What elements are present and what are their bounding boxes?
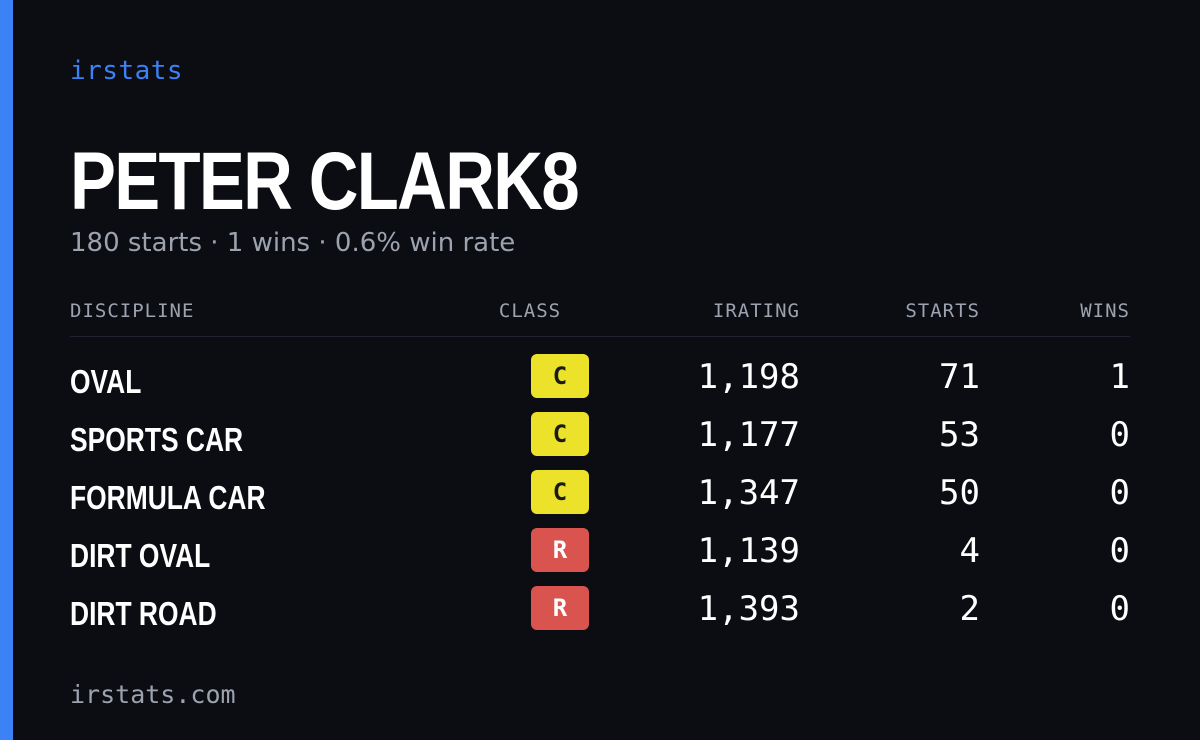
- driver-summary: 180 starts · 1 wins · 0.6% win rate: [70, 228, 516, 258]
- irating-value: 1,177: [697, 415, 800, 455]
- class-badge: R: [531, 528, 589, 572]
- header-irating: IRATING: [712, 300, 800, 322]
- irating-value: 1,198: [697, 357, 800, 397]
- accent-bar: [0, 0, 13, 740]
- discipline-label: DIRT OVAL: [70, 537, 211, 574]
- irating-value: 1,139: [697, 531, 800, 571]
- header-starts: STARTS: [905, 300, 980, 322]
- wins-value: 0: [1109, 589, 1130, 629]
- class-badge: R: [531, 586, 589, 630]
- table-row: DIRT OVAL R 1,139 4 0: [70, 524, 1130, 582]
- discipline-label: OVAL: [70, 363, 142, 400]
- header-class: CLASS: [498, 300, 562, 322]
- wins-value: 0: [1109, 531, 1130, 571]
- header-wins: WINS: [1080, 300, 1130, 322]
- driver-name: PETER CLARK8: [70, 136, 580, 227]
- table-header: DISCIPLINE CLASS IRATING STARTS WINS: [70, 300, 1130, 337]
- starts-value: 71: [939, 357, 980, 397]
- discipline-table: OVAL C 1,198 71 1 SPORTS CAR C 1,177 53 …: [70, 350, 1130, 640]
- table-row: SPORTS CAR C 1,177 53 0: [70, 408, 1130, 466]
- starts-value: 4: [959, 531, 980, 571]
- discipline-label: DIRT ROAD: [70, 595, 217, 632]
- starts-value: 53: [939, 415, 980, 455]
- wins-value: 0: [1109, 415, 1130, 455]
- table-row: DIRT ROAD R 1,393 2 0: [70, 582, 1130, 640]
- discipline-label: FORMULA CAR: [70, 479, 266, 516]
- class-badge: C: [531, 412, 589, 456]
- brand-logo-text[interactable]: irstats: [70, 56, 184, 86]
- starts-value: 2: [959, 589, 980, 629]
- starts-value: 50: [939, 473, 980, 513]
- irating-value: 1,347: [697, 473, 800, 513]
- class-badge: C: [531, 354, 589, 398]
- header-discipline: DISCIPLINE: [70, 300, 195, 322]
- table-row: FORMULA CAR C 1,347 50 0: [70, 466, 1130, 524]
- class-badge: C: [531, 470, 589, 514]
- table-row: OVAL C 1,198 71 1: [70, 350, 1130, 408]
- wins-value: 1: [1109, 357, 1130, 397]
- discipline-label: SPORTS CAR: [70, 421, 244, 458]
- wins-value: 0: [1109, 473, 1130, 513]
- irating-value: 1,393: [697, 589, 800, 629]
- footer-url[interactable]: irstats.com: [70, 680, 236, 709]
